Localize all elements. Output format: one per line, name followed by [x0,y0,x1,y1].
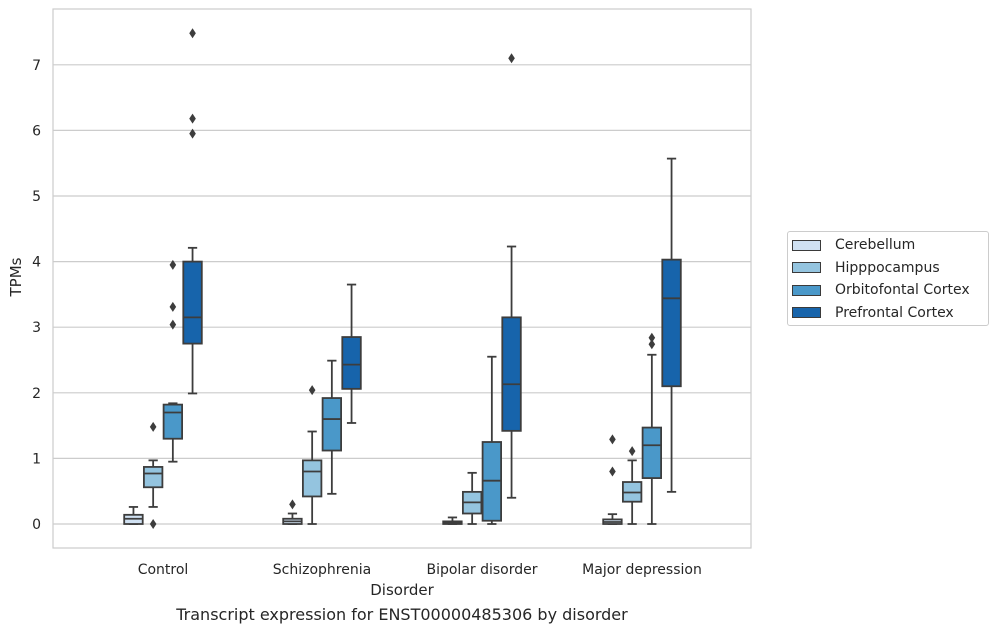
legend-swatch [792,284,821,296]
outlier-point [149,421,157,432]
x-axis-ticks: Control Schizophrenia Bipolar disorder Majo… [138,562,702,578]
x-tick-label: Bipolar disorder [426,562,537,578]
legend-label: Prefrontal Cortex [835,304,954,321]
y-tick-label: 0 [32,517,41,533]
outlier-point [169,319,177,330]
outlier-point [149,519,157,529]
series-cerebellum [123,434,623,525]
y-tick-label: 4 [32,255,41,271]
y-tick-label: 3 [32,320,41,336]
x-tick-label: Schizophrenia [273,562,371,578]
x-tick-label: Control [138,562,189,578]
legend-item: Hipppocampus [792,259,940,277]
box-iqr [661,258,682,388]
chart-title: Transcript expression for ENST0000048530… [176,605,628,624]
outlier-point [189,128,196,139]
box-iqr [501,316,522,432]
y-tick-label: 5 [32,189,41,205]
box-iqr [641,426,662,479]
legend-item: Orbitofontal Cortex [792,281,970,299]
box-control [162,259,184,463]
box-control [182,28,203,395]
y-tick-label: 7 [32,58,41,74]
outlier-point [189,28,196,39]
outlier-point [169,259,177,270]
outlier-point [289,499,296,510]
legend-label: Orbitofontal Cortex [835,282,970,298]
legend-item: Cerebellum [792,236,915,254]
legend-swatch [792,307,821,318]
box-schizophrenia [341,283,362,424]
box-iqr [142,466,164,489]
box-bipolar-disorder [501,53,522,499]
box-major-depression [641,332,662,525]
box-series-layer [123,28,682,529]
y-tick-label: 1 [32,451,41,467]
outlier-point [648,332,656,343]
box-iqr [162,403,184,440]
box-bipolar-disorder [481,355,503,525]
y-axis-title: TPMs [7,257,25,297]
x-axis-title: Disorder [370,581,434,599]
box-iqr [321,397,343,452]
box-major-depression [661,157,682,493]
box-schizophrenia [301,385,323,525]
box-bipolar-disorder [461,471,483,525]
outlier-point [508,53,515,64]
outlier-point [189,113,196,124]
series-orbitofontal-cortex [162,259,662,525]
outlier-point [609,434,616,445]
y-tick-label: 6 [32,123,41,139]
series-prefrontal-cortex [182,28,682,499]
legend: Cerebellum Hipppocampus Orbitofontal Corte… [787,231,989,326]
x-tick-label: Major depression [582,562,702,578]
outlier-point [169,301,177,312]
series-hipppocampus [142,385,643,529]
box-iqr [182,260,203,345]
legend-swatch [792,262,821,273]
box-iqr [301,459,323,498]
box-schizophrenia [282,499,303,525]
outlier-point [609,466,616,477]
legend-item: Prefrontal Cortex [792,304,954,322]
legend-label: Cerebellum [835,237,916,253]
outlier-point [648,339,656,350]
box-control [142,421,164,529]
outlier-point [628,446,636,457]
y-axis-ticks: 0 1 2 3 4 5 6 7 [32,58,41,533]
box-iqr [341,336,362,390]
outlier-point [308,385,316,396]
box-bipolar-disorder [442,516,463,525]
y-tick-label: 2 [32,386,41,402]
box-major-depression [622,446,643,525]
box-schizophrenia [321,359,343,495]
box-control [123,506,144,525]
box-major-depression [602,434,623,525]
legend-swatch [792,239,821,251]
legend-label: Hipppocampus [835,259,940,276]
